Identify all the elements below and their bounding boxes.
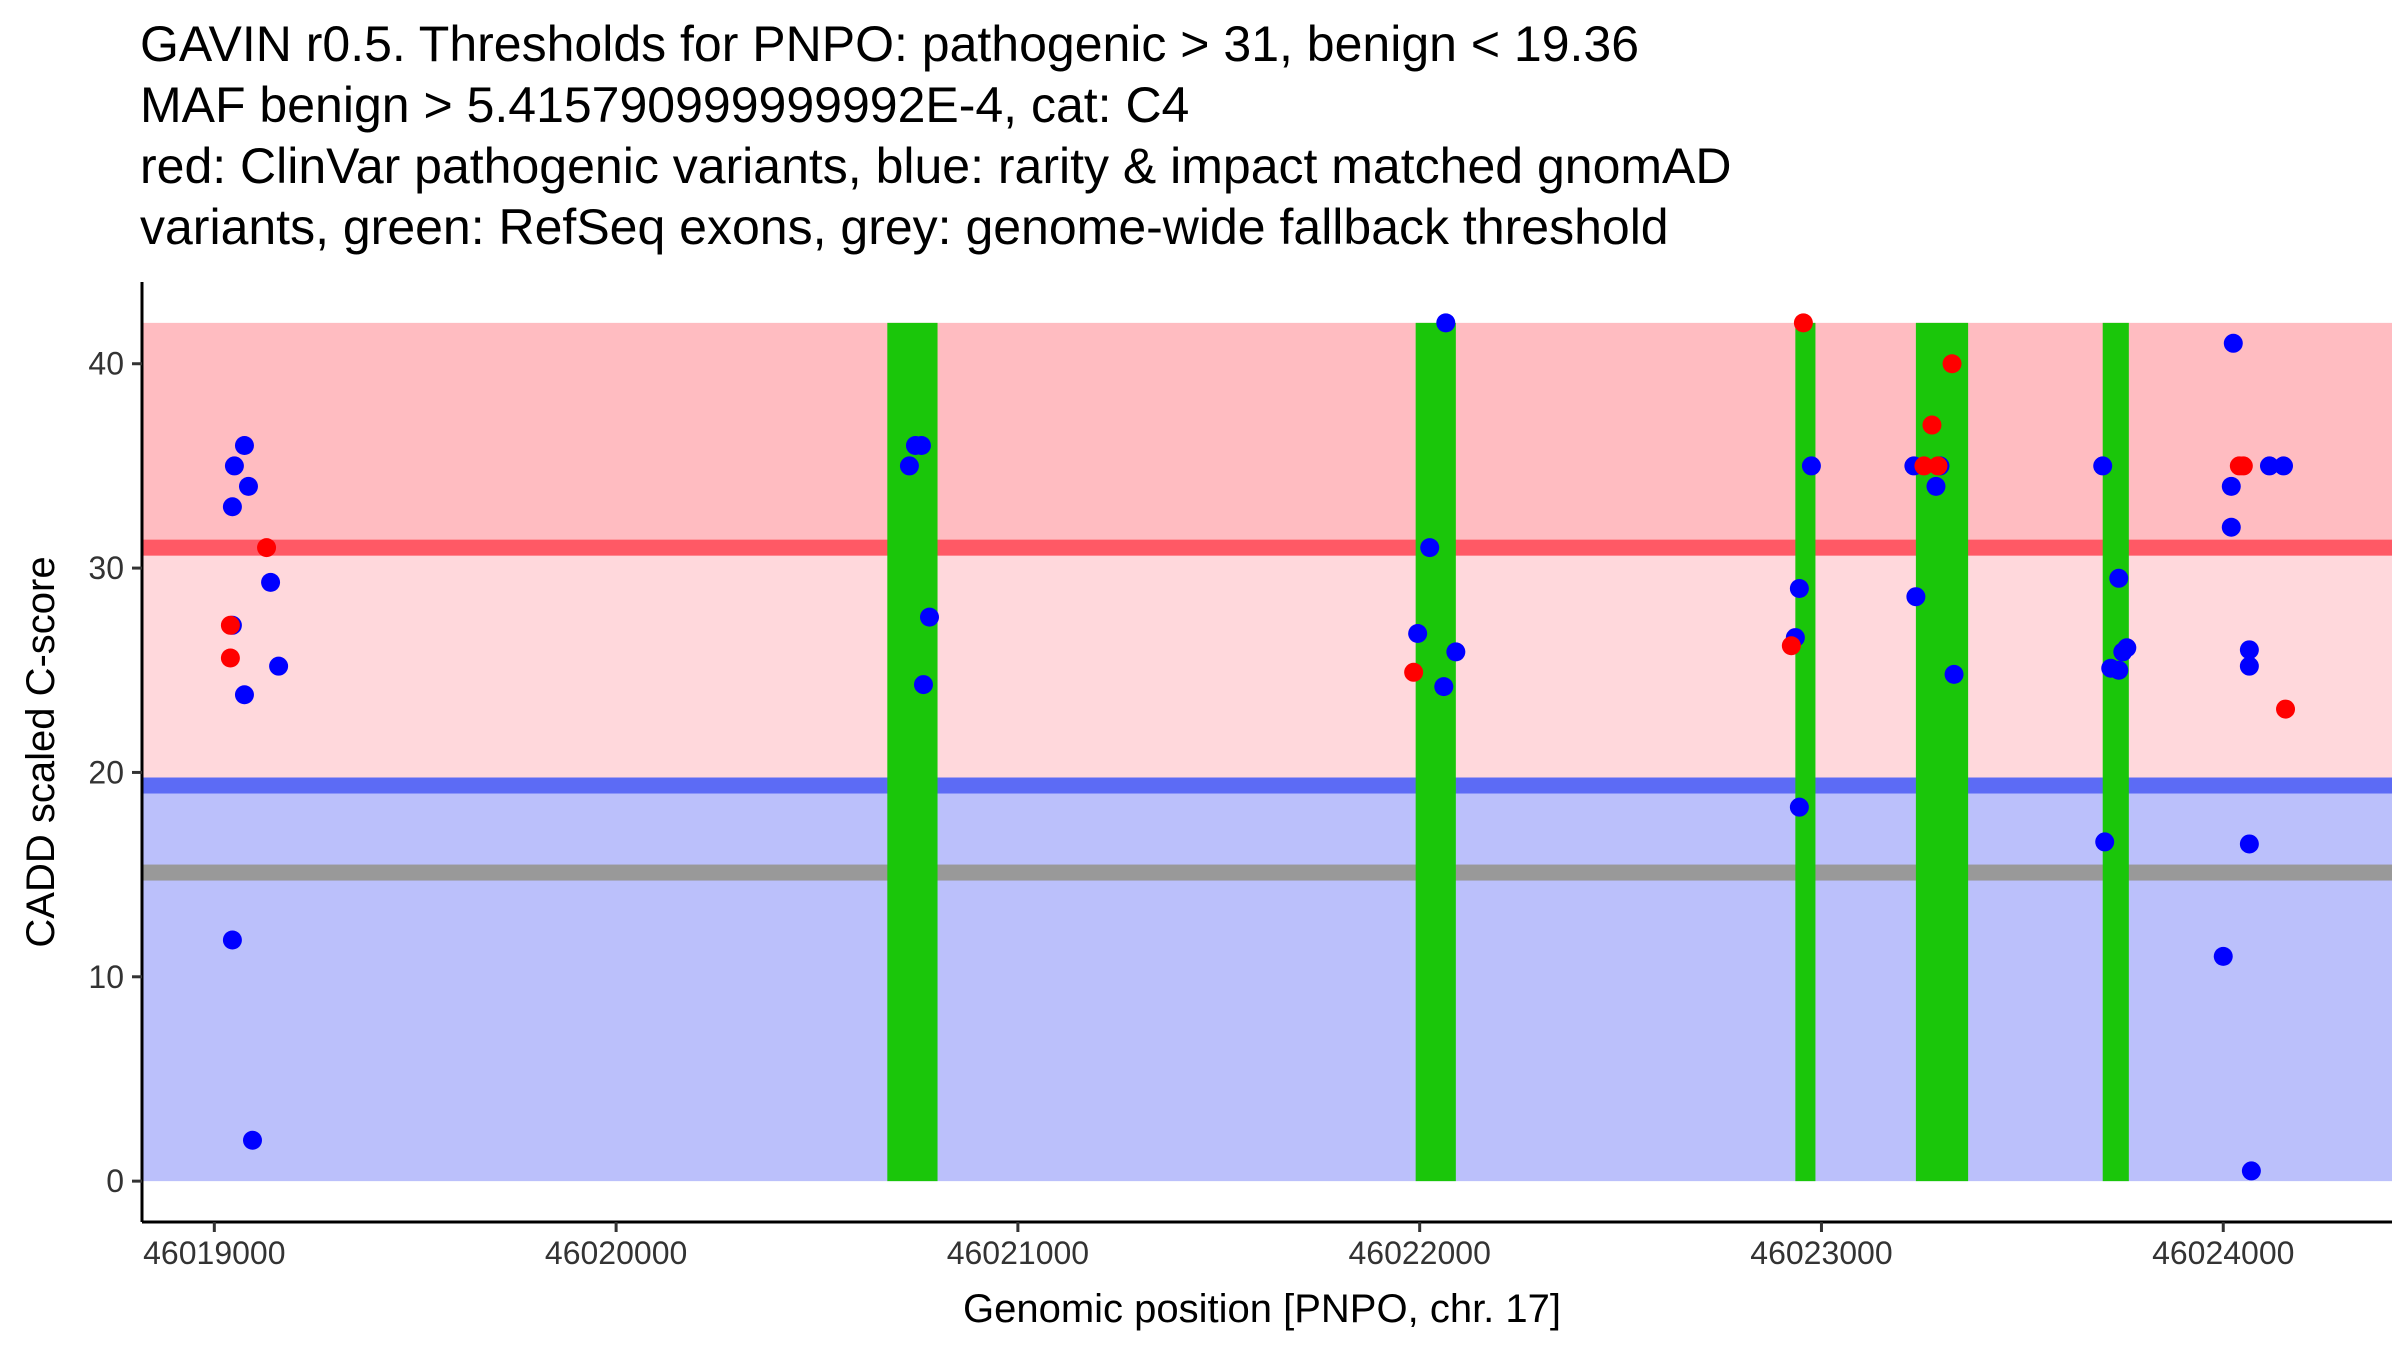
gnomad-point-17 xyxy=(1420,538,1440,558)
score-bands xyxy=(142,322,2392,1182)
exon-4 xyxy=(1915,322,1969,1182)
gnomad-point-44 xyxy=(2241,1161,2261,1181)
gnomad-point-16 xyxy=(1436,313,1456,333)
benign-threshold xyxy=(142,777,2392,794)
gnomad-point-38 xyxy=(2221,476,2241,496)
gnomad-point-3 xyxy=(222,497,242,517)
gnomad-point-8 xyxy=(234,685,254,705)
exon-2 xyxy=(1415,322,1456,1182)
gnomad-point-42 xyxy=(2239,834,2259,854)
clinvar-point-9 xyxy=(1928,456,1948,476)
gnomad-point-15 xyxy=(913,675,933,695)
gnomad-point-41 xyxy=(2239,656,2259,676)
chart-title: GAVIN r0.5. Thresholds for PNPO: pathoge… xyxy=(140,14,2340,258)
y-tick-label-0: 0 xyxy=(106,1163,124,1199)
variant-points xyxy=(220,313,2296,1181)
clinvar-point-1 xyxy=(220,615,240,635)
title-line-1: GAVIN r0.5. Thresholds for PNPO: pathoge… xyxy=(140,16,1640,72)
gnomad-point-6 xyxy=(261,572,281,592)
y-tick-label-30: 30 xyxy=(88,550,124,586)
gnomad-point-7 xyxy=(269,656,289,676)
title-line-4: variants, green: RefSeq exons, grey: gen… xyxy=(140,199,1669,255)
x-tick-label-46021000: 46021000 xyxy=(947,1235,1089,1271)
x-tick-label-46023000: 46023000 xyxy=(1750,1235,1892,1271)
exon-5 xyxy=(2102,322,2129,1182)
gnomad-point-27 xyxy=(1926,476,1946,496)
gnomad-point-19 xyxy=(1446,642,1466,662)
gnomad-point-43 xyxy=(2213,946,2233,966)
gnomad-point-46 xyxy=(2274,456,2294,476)
title-line-2: MAF benign > 5.415790999999992E-4, cat: … xyxy=(140,77,1190,133)
x-tick-label-46022000: 46022000 xyxy=(1348,1235,1490,1271)
clinvar-point-6 xyxy=(1793,313,1813,333)
clinvar-point-8 xyxy=(1922,415,1942,435)
gnomad-point-30 xyxy=(2093,456,2113,476)
gnomad-point-4 xyxy=(238,476,258,496)
clinvar-point-3 xyxy=(257,538,277,558)
x-tick-label-46024000: 46024000 xyxy=(2152,1235,2294,1271)
gnomad-point-9 xyxy=(222,930,242,950)
pathogenic-zone xyxy=(142,322,2392,548)
gnomad-point-12 xyxy=(911,435,931,455)
gnomad-point-1 xyxy=(224,456,244,476)
gnomad-point-39 xyxy=(2221,517,2241,537)
gnomad-point-40 xyxy=(2239,640,2259,660)
clinvar-point-5 xyxy=(1781,636,1801,656)
title-line-3: red: ClinVar pathogenic variants, blue: … xyxy=(140,138,1732,194)
gnomad-point-24 xyxy=(1789,797,1809,817)
y-tick-label-40: 40 xyxy=(88,346,124,382)
gnomad-point-31 xyxy=(2109,568,2129,588)
clinvar-point-12 xyxy=(2233,456,2253,476)
gnomad-point-35 xyxy=(2117,638,2137,658)
intermediate-zone xyxy=(142,547,2392,786)
y-axis-title: CADD scaled C-score xyxy=(19,556,63,947)
clinvar-point-4 xyxy=(1404,662,1424,682)
fallback-threshold xyxy=(142,864,2392,881)
x-tick-label-46019000: 46019000 xyxy=(143,1235,285,1271)
axes: 0 10 20 30 40 46019000 46020000 46021000 4602200… xyxy=(88,282,2392,1271)
clinvar-point-2 xyxy=(220,648,240,668)
gnomad-point-20 xyxy=(1434,677,1454,697)
x-tick-label-46020000: 46020000 xyxy=(545,1235,687,1271)
gnomad-point-28 xyxy=(1906,587,1926,607)
benign-zone xyxy=(142,785,2392,1182)
threshold-lines xyxy=(142,539,2392,881)
y-tick-label-20: 20 xyxy=(88,754,124,790)
gnomad-point-37 xyxy=(2223,333,2243,353)
clinvar-point-10 xyxy=(1942,354,1962,374)
gnomad-point-14 xyxy=(920,607,939,627)
gnomad-point-22 xyxy=(1789,579,1809,599)
gnomad-point-2 xyxy=(234,435,254,455)
clinvar-point-7 xyxy=(1914,456,1934,476)
x-axis-title: Genomic position [PNPO, chr. 17] xyxy=(963,1287,1561,1331)
clinvar-point-13 xyxy=(2276,699,2296,719)
gnomad-point-10 xyxy=(242,1130,262,1150)
gnomad-point-36 xyxy=(2095,832,2115,852)
exon-3 xyxy=(1795,322,1816,1182)
gnomad-point-13 xyxy=(899,456,919,476)
gnomad-point-29 xyxy=(1944,664,1964,684)
gnomad-point-18 xyxy=(1408,623,1428,643)
gnomad-point-21 xyxy=(1801,456,1821,476)
gnomad-point-33 xyxy=(2109,660,2129,680)
y-tick-label-10: 10 xyxy=(88,959,124,995)
pathogenic-threshold xyxy=(142,539,2392,556)
gnomad-point-45 xyxy=(2259,456,2279,476)
